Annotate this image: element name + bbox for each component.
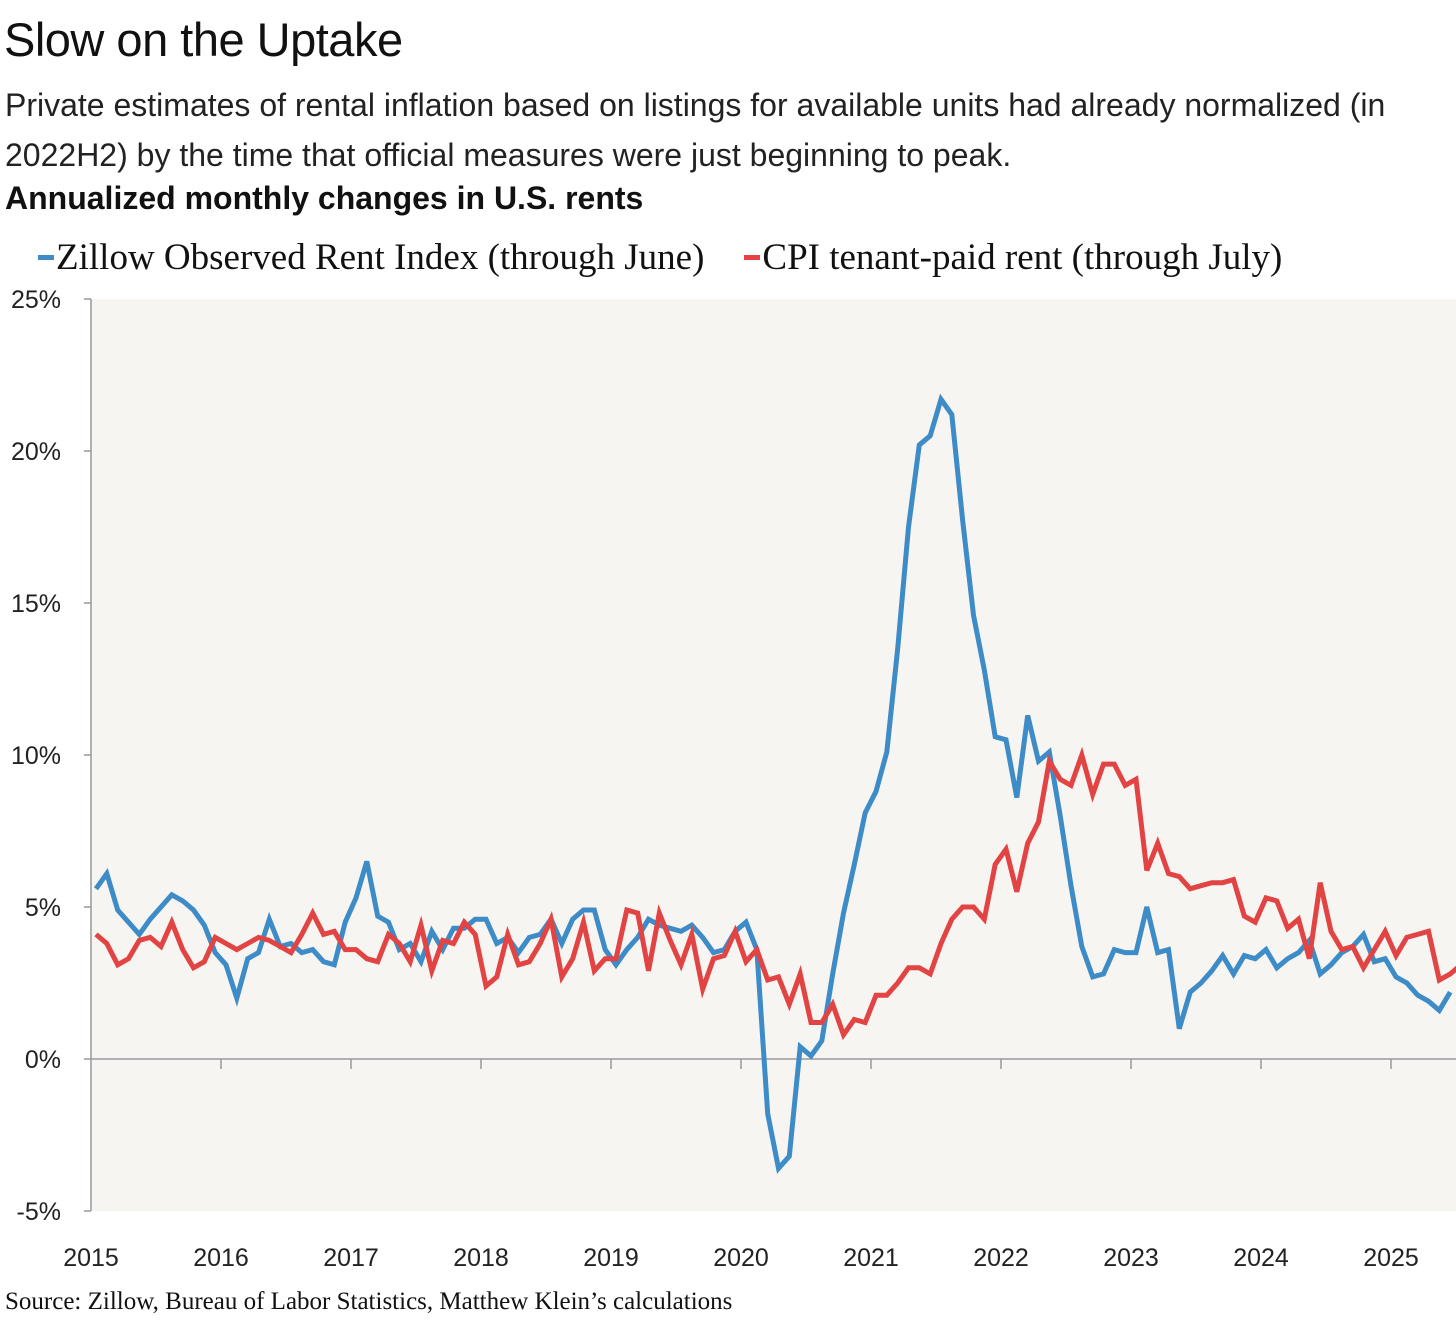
- y-tick-label: -5%: [17, 1198, 61, 1226]
- series-line-cpi: [94, 746, 1456, 1041]
- x-tick-label: 2022: [973, 1244, 1029, 1272]
- legend: Zillow Observed Rent Index (through June…: [38, 236, 1282, 279]
- chart-heading: Annualized monthly changes in U.S. rents: [5, 180, 644, 216]
- y-tick-label: 5%: [25, 894, 61, 922]
- y-tick-label: 0%: [25, 1046, 61, 1074]
- legend-swatch-zillow: [38, 255, 54, 260]
- x-tick-label: 2023: [1103, 1244, 1159, 1272]
- plot-area: [91, 299, 1456, 1211]
- x-tick-label: 2015: [63, 1244, 119, 1272]
- y-tick-label: 15%: [11, 590, 61, 618]
- x-tick-label: 2024: [1233, 1244, 1289, 1272]
- x-tick-label: 2021: [843, 1244, 899, 1272]
- chart-subtitle: Private estimates of rental inflation ba…: [5, 87, 1386, 173]
- series-line-zillow: [93, 393, 1453, 1174]
- y-tick-label: 25%: [11, 286, 61, 314]
- x-tick-label: 2018: [453, 1244, 509, 1272]
- x-tick-label: 2020: [713, 1244, 769, 1272]
- source-note: Source: Zillow, Bureau of Labor Statisti…: [5, 1288, 733, 1315]
- x-tick-label: 2025: [1363, 1244, 1419, 1272]
- y-tick-label: 20%: [11, 438, 61, 466]
- chart-title: Slow on the Uptake: [4, 13, 403, 66]
- legend-item-zillow: Zillow Observed Rent Index (through June…: [38, 236, 704, 279]
- x-tick-label: 2017: [323, 1244, 379, 1272]
- legend-item-cpi: CPI tenant-paid rent (through July): [744, 236, 1282, 279]
- y-tick-label: 10%: [11, 742, 61, 770]
- x-tick-label: 2016: [193, 1244, 249, 1272]
- legend-label-zillow: Zillow Observed Rent Index (through June…: [56, 237, 705, 278]
- x-tick-label: 2019: [583, 1244, 639, 1272]
- legend-label-cpi: CPI tenant-paid rent (through July): [762, 237, 1283, 278]
- legend-swatch-cpi: [744, 255, 761, 260]
